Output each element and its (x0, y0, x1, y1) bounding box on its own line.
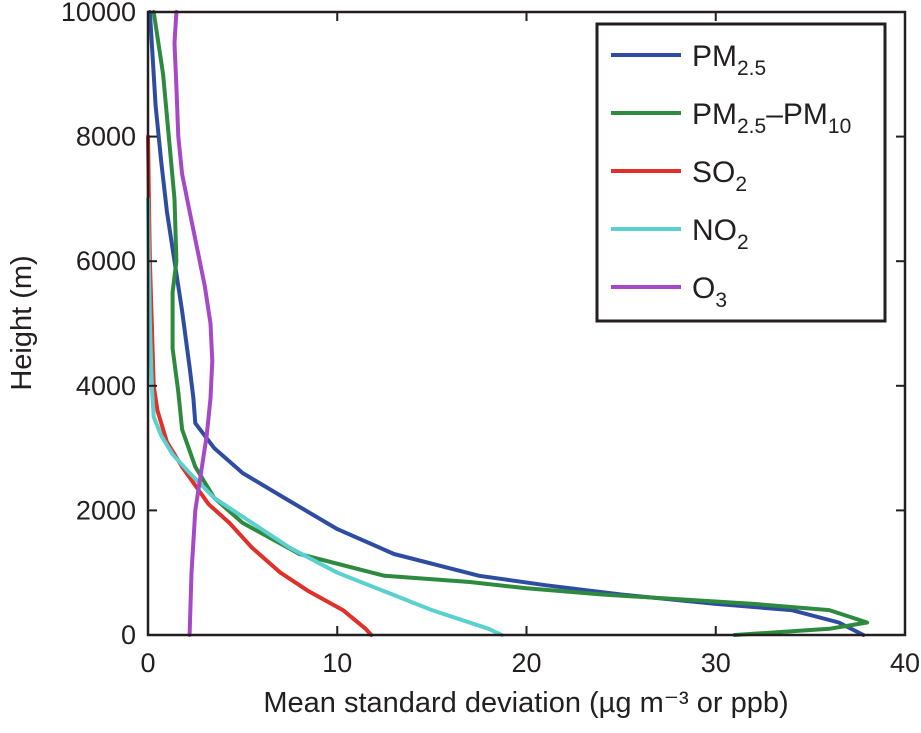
y-tick-label-5: 10000 (61, 0, 136, 27)
y-tick-label-4: 8000 (76, 122, 136, 152)
legend-label-1: PM2.5–PM10 (692, 98, 851, 138)
series-line-1 (151, 10, 870, 637)
y-tick-label-3: 6000 (76, 246, 136, 276)
legend-label-2: SO2 (692, 156, 747, 196)
x-tick-label-3: 30 (701, 648, 731, 678)
x-tick-label-4: 40 (890, 648, 920, 678)
series-layer (146, 10, 870, 637)
x-tick-label-0: 0 (140, 648, 155, 678)
y-tick-label-0: 0 (121, 620, 136, 650)
legend: PM2.5 PM2.5–PM10 SO2 NO2 O3 (595, 22, 887, 323)
x-axis-label: Mean standard deviation (µg m⁻³ or ppb) (263, 687, 788, 719)
x-tick-label-2: 20 (511, 648, 541, 678)
legend-label-4: O3 (692, 272, 727, 312)
y-tick-label-2: 4000 (76, 371, 136, 401)
y-tick-label-1: 2000 (76, 495, 136, 525)
x-tick-label-1: 10 (322, 648, 352, 678)
legend-label-3: NO2 (692, 214, 749, 254)
series-line-4 (172, 10, 215, 637)
tick-layer: 0 10 20 30 40 0 2000 4000 6000 8000 10000 (61, 0, 920, 678)
series-line-3 (146, 196, 504, 637)
legend-label-0: PM2.5 (692, 40, 766, 80)
y-axis-label: Height (m) (6, 255, 38, 390)
